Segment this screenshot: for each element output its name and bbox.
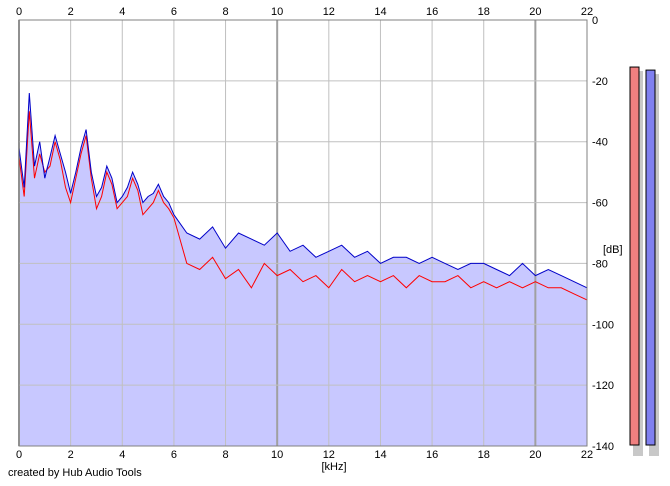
- credit-text: created by Hub Audio Tools: [8, 467, 142, 479]
- x-tick-bottom-16: 16: [426, 449, 438, 461]
- x-tick-top-0: 0: [16, 6, 22, 18]
- x-tick-bottom-12: 12: [323, 449, 335, 461]
- x-tick-bottom-14: 14: [374, 449, 386, 461]
- x-tick-top-22: 22: [581, 6, 593, 18]
- spectrum-fill-area: [19, 93, 587, 446]
- y-tick--100: -100: [592, 319, 614, 331]
- x-tick-top-14: 14: [374, 6, 386, 18]
- y-tick--120: -120: [592, 380, 614, 392]
- tick-labels: 002244668810101212141416161818202022220-…: [16, 6, 614, 461]
- x-tick-top-12: 12: [323, 6, 335, 18]
- y-tick--80: -80: [592, 258, 608, 270]
- x-tick-bottom-8: 8: [222, 449, 228, 461]
- x-tick-bottom-10: 10: [271, 449, 283, 461]
- x-tick-top-2: 2: [68, 6, 74, 18]
- level-meter-1: [645, 69, 656, 446]
- series-lines: [18, 92, 588, 301]
- x-tick-top-4: 4: [119, 6, 125, 18]
- x-tick-top-18: 18: [478, 6, 490, 18]
- plot-frame: [18, 19, 588, 447]
- x-tick-bottom-0: 0: [16, 449, 22, 461]
- x-tick-top-16: 16: [426, 6, 438, 18]
- level-meters: [629, 66, 659, 457]
- x-tick-bottom-20: 20: [529, 449, 541, 461]
- y-tick--60: -60: [592, 198, 608, 210]
- level-meter-0: [629, 66, 640, 446]
- y-tick--40: -40: [592, 137, 608, 149]
- x-tick-bottom-22: 22: [581, 449, 593, 461]
- y-axis-label: [dB]: [603, 244, 623, 256]
- x-tick-top-6: 6: [171, 6, 177, 18]
- plot-border: [18, 19, 588, 447]
- x-tick-bottom-18: 18: [478, 449, 490, 461]
- x-tick-bottom-4: 4: [119, 449, 125, 461]
- x-tick-bottom-6: 6: [171, 449, 177, 461]
- y-tick--140: -140: [592, 441, 614, 453]
- x-tick-top-8: 8: [222, 6, 228, 18]
- x-tick-top-10: 10: [271, 6, 283, 18]
- x-tick-top-20: 20: [529, 6, 541, 18]
- series-line-0: [18, 111, 588, 301]
- x-axis-label: [kHz]: [321, 461, 346, 473]
- x-tick-bottom-2: 2: [68, 449, 74, 461]
- spectrum-fill: [19, 93, 587, 446]
- y-tick-0: 0: [592, 15, 598, 27]
- y-tick--20: -20: [592, 76, 608, 88]
- series-line-1: [18, 92, 588, 289]
